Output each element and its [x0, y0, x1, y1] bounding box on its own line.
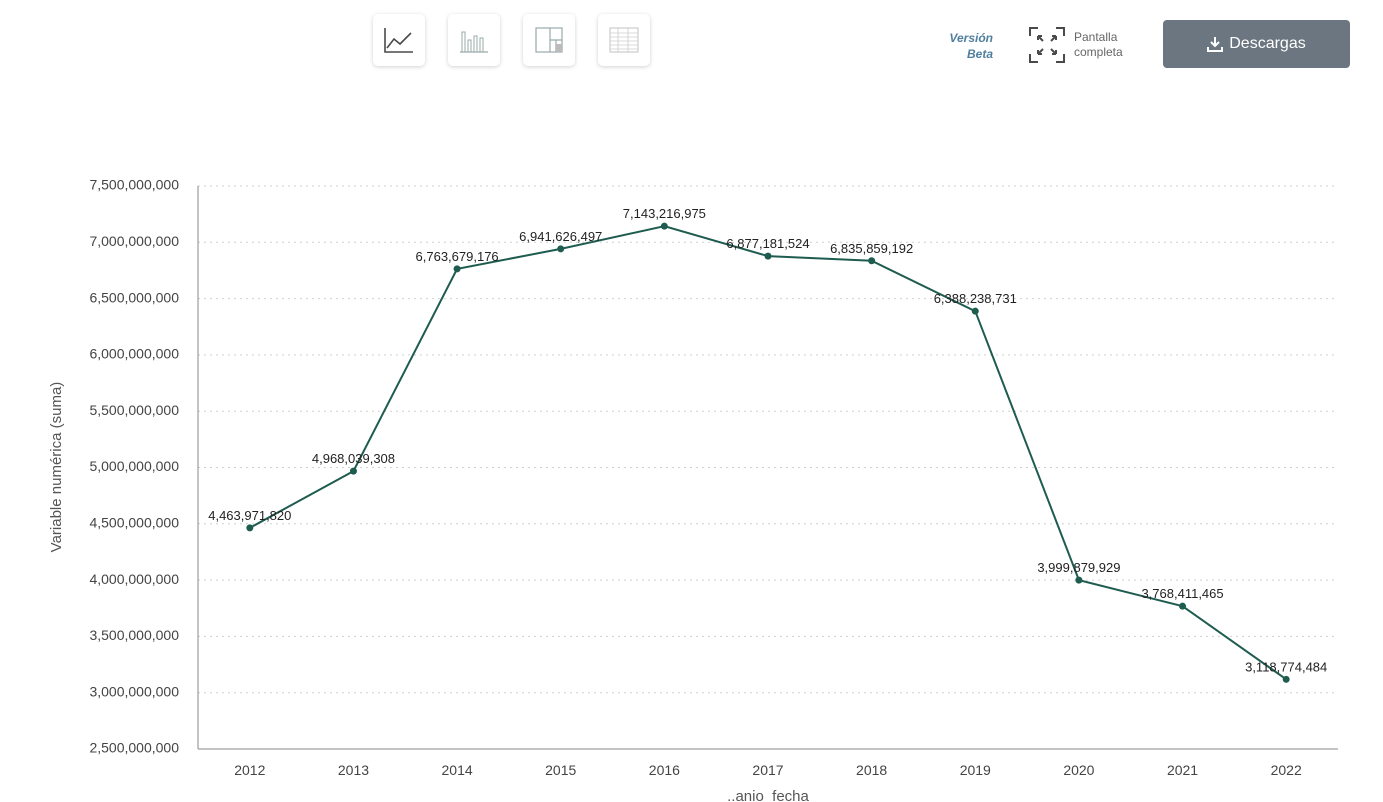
fullscreen-label-line2: completa [1074, 45, 1123, 59]
fullscreen-label-line1: Pantalla [1074, 30, 1118, 44]
table-icon [609, 27, 639, 53]
treemap-icon [535, 27, 563, 53]
tick-labels: 2,500,000,000 3,000,000,000 3,500,000,000 4… [89, 177, 1301, 778]
table-button[interactable] [598, 14, 650, 66]
download-button[interactable]: Descargas [1163, 20, 1350, 68]
y-tick-label: 4,500,000,000 [89, 515, 179, 531]
data-label: 3,118,774,484 [1245, 659, 1327, 674]
download-label: Descargas [1229, 35, 1306, 52]
data-label: 3,768,411,465 [1141, 586, 1223, 601]
y-tick-label: 5,000,000,000 [89, 458, 179, 474]
data-point [557, 245, 565, 253]
y-tick-label: 3,000,000,000 [89, 683, 179, 699]
data-label: 6,835,859,192 [830, 241, 913, 256]
x-tick-label: 2022 [1271, 762, 1302, 778]
data-label: 6,941,626,497 [519, 229, 602, 244]
beta-text: Beta [966, 47, 993, 61]
data-labels: 4,463,971,820 4,968,039,308 6,763,679,176 6… [208, 206, 1327, 674]
download-icon [1207, 37, 1224, 52]
x-tick-label: 2019 [960, 762, 991, 778]
x-tick-label: 2016 [649, 762, 680, 778]
x-tick-label: 2017 [752, 762, 783, 778]
y-tick-label: 3,500,000,000 [89, 627, 179, 643]
data-label: 6,388,238,731 [934, 291, 1017, 306]
line-chart-icon [384, 28, 413, 53]
x-axis-title: ..anio_fecha [727, 788, 809, 802]
data-point [246, 524, 254, 532]
y-tick-label: 5,500,000,000 [89, 402, 179, 418]
data-point [1179, 602, 1187, 610]
data-point [453, 265, 461, 273]
y-tick-label: 7,000,000,000 [89, 233, 179, 249]
x-tick-label: 2020 [1063, 762, 1094, 778]
data-label: 3,999,879,929 [1037, 560, 1120, 575]
y-tick-label: 4,000,000,000 [89, 571, 179, 587]
data-point [1282, 675, 1290, 683]
series-line [249, 225, 1287, 681]
data-label: 6,877,181,524 [726, 236, 809, 251]
fullscreen-icon [1029, 27, 1065, 63]
data-label: 4,463,971,820 [208, 508, 291, 523]
y-axis-title: Variable numérica (suma) [48, 382, 65, 553]
version-text: Versión [949, 31, 993, 45]
y-tick-label: 6,000,000,000 [89, 346, 179, 362]
data-point [660, 222, 668, 230]
data-point [349, 467, 357, 475]
x-tick-label: 2018 [856, 762, 887, 778]
y-tick-label: 2,500,000,000 [89, 740, 179, 756]
bar-chart-icon [460, 31, 488, 53]
line-chart-button[interactable] [373, 14, 425, 66]
y-tick-label: 6,500,000,000 [89, 289, 179, 305]
x-tick-label: 2012 [234, 762, 265, 778]
treemap-button[interactable] [523, 14, 575, 66]
data-point [868, 257, 876, 265]
x-tick-label: 2014 [442, 762, 473, 778]
data-point [1075, 576, 1083, 584]
gridlines [198, 185, 1338, 694]
data-label: 7,143,216,975 [623, 206, 706, 221]
data-label: 4,968,039,308 [312, 451, 395, 466]
y-tick-label: 7,500,000,000 [89, 177, 179, 193]
chart-type-toolbar [373, 14, 650, 66]
x-tick-label: 2015 [545, 762, 576, 778]
axes [197, 186, 1338, 750]
x-tick-label: 2013 [338, 762, 369, 778]
data-label: 6,763,679,176 [416, 249, 499, 264]
fullscreen-label: Pantalla completa [1074, 30, 1144, 60]
data-point [971, 307, 979, 315]
bar-chart-button[interactable] [448, 14, 500, 66]
x-tick-label: 2021 [1167, 762, 1198, 778]
version-beta-label: Versión Beta [930, 30, 993, 62]
series [246, 222, 1290, 683]
fullscreen-button[interactable]: Pantalla completa [1028, 26, 1144, 64]
data-point [764, 252, 772, 260]
